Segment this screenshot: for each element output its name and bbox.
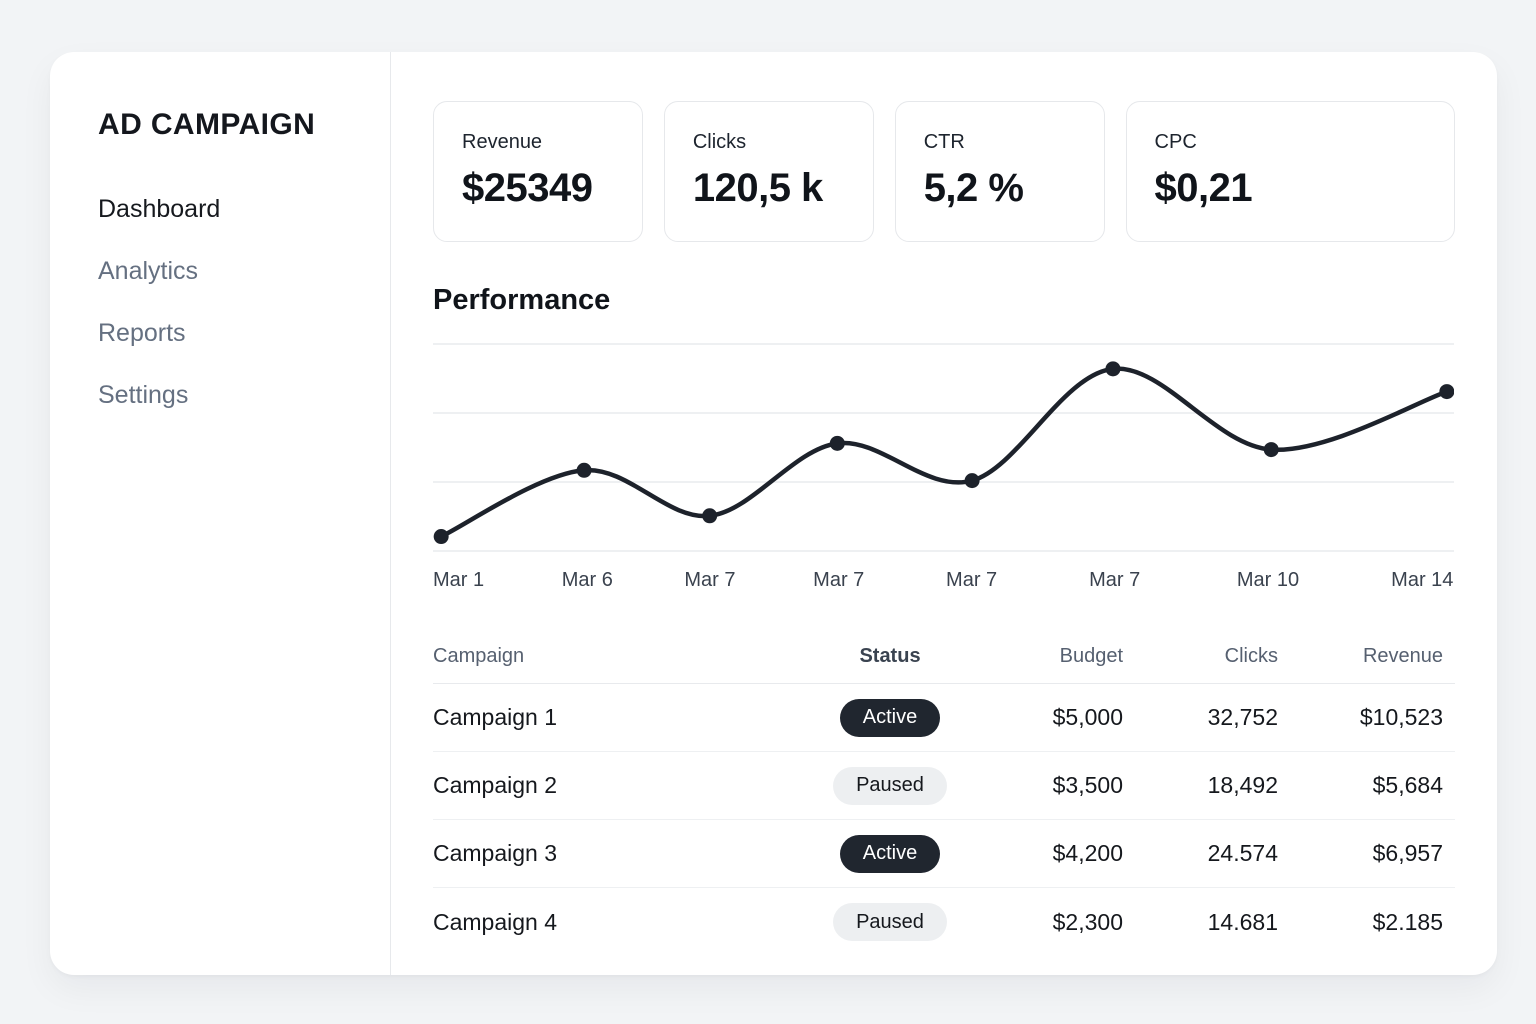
chart-data-point[interactable] [702,508,718,524]
main-content: Revenue $25349 Clicks 120,5 k CTR 5,2 % … [391,52,1497,975]
x-axis-tick-label: Mar 10 [1236,569,1300,591]
stat-cards-row: Revenue $25349 Clicks 120,5 k CTR 5,2 % … [433,101,1455,242]
col-header-campaign: Campaign [433,644,525,667]
sidebar-item-settings[interactable]: Settings [98,381,189,409]
clicks-cell: 14.681 [1207,908,1278,935]
col-header-status: Status [859,644,921,667]
sidebar: AD CAMPAIGN Dashboard Analytics Reports … [50,52,391,975]
x-axis-tick-label: Mar 1 [432,569,485,591]
status-cell: Paused [805,766,975,805]
stat-value: 5,2 % [923,166,1024,210]
chart-data-point[interactable] [576,462,592,478]
budget-cell: $3,500 [1052,772,1123,798]
x-axis-tick-label: Mar 7 [813,569,865,591]
status-cell: Active [805,698,975,737]
campaign-name-cell: Campaign 4 [433,908,558,935]
stat-card-revenue: Revenue $25349 [433,101,643,242]
x-axis-tick-label: Mar 7 [684,569,736,591]
chart-data-point[interactable] [964,473,980,489]
campaign-name-cell: Campaign 3 [433,840,558,866]
stat-value: $0,21 [1154,166,1253,210]
performance-line-chart [433,340,1455,555]
x-axis-tick-label: Mar 6 [561,569,613,591]
budget-cell: $2,300 [1052,908,1123,935]
sidebar-nav: Dashboard Analytics Reports Settings [98,192,360,412]
chart-line-series [438,366,1450,539]
status-badge[interactable]: Active [839,698,941,737]
campaign-name-cell: Campaign 2 [433,772,558,798]
budget-cell: $4,200 [1052,840,1123,866]
status-badge[interactable]: Paused [833,766,947,805]
revenue-cell: $6,957 [1372,840,1443,866]
table-body: Campaign 1 Active $5,000 32,752 $10,523 Campa… [433,684,1455,956]
table-row: Campaign 1 Active $5,000 32,752 $10,523 [433,684,1455,752]
chart-x-axis-labels: Mar 1 Mar 6 Mar 7 Mar 7 Mar 7 Mar 7 Mar 10 Mar … [433,569,1455,595]
col-header-clicks: Clicks [1224,644,1278,667]
sidebar-item-analytics[interactable]: Analytics [98,257,199,285]
stat-label: CPC [1154,131,1197,153]
chart-data-point[interactable] [1105,361,1121,377]
chart-data-point[interactable] [433,529,449,545]
stat-label: Revenue [462,131,543,153]
chart-data-point[interactable] [1263,442,1279,458]
status-badge[interactable]: Paused [833,903,947,941]
clicks-cell: 18,492 [1207,772,1278,798]
table-header-row: Campaign Status Budget Clicks Revenue [433,629,1455,684]
performance-section-title: Performance [433,284,611,316]
stat-card-cpc: CPC $0,21 [1125,101,1455,242]
revenue-cell: $2.185 [1372,908,1443,935]
stat-card-ctr: CTR 5,2 % [894,101,1105,242]
status-cell: Paused [805,903,975,941]
x-axis-tick-label: Mar 7 [1089,569,1141,591]
x-axis-tick-label: Mar 7 [946,569,998,591]
chart-data-point[interactable] [829,435,845,451]
campaign-table: Campaign Status Budget Clicks Revenue Ca… [433,629,1455,956]
x-axis-tick-label: Mar 14 [1391,569,1454,591]
chart-data-point[interactable] [1439,384,1454,400]
status-badge[interactable]: Active [839,834,941,873]
stat-card-clicks: Clicks 120,5 k [663,101,874,242]
table-row: Campaign 4 Paused $2,300 14.681 $2.185 [433,888,1455,956]
stat-label: Clicks [692,131,747,153]
revenue-cell: $10,523 [1359,704,1443,730]
clicks-cell: 24.574 [1207,840,1278,866]
status-cell: Active [805,834,975,873]
chart-canvas [433,343,1454,552]
sidebar-item-reports[interactable]: Reports [98,319,186,347]
stat-value: 120,5 k [692,166,823,210]
table-row: Campaign 2 Paused $3,500 18,492 $5,684 [433,752,1455,820]
app-title: AD CAMPAIGN [98,108,316,141]
campaign-name-cell: Campaign 1 [433,704,558,730]
clicks-cell: 32,752 [1207,704,1278,730]
budget-cell: $5,000 [1052,704,1123,730]
table-row: Campaign 3 Active $4,200 24.574 $6,957 [433,820,1455,888]
stat-label: CTR [923,131,965,153]
stat-value: $25349 [462,166,593,210]
sidebar-item-dashboard[interactable]: Dashboard [98,195,221,223]
col-header-budget: Budget [1059,644,1123,667]
revenue-cell: $5,684 [1372,772,1443,798]
dashboard-card: AD CAMPAIGN Dashboard Analytics Reports … [50,52,1497,975]
col-header-revenue: Revenue [1362,644,1443,667]
